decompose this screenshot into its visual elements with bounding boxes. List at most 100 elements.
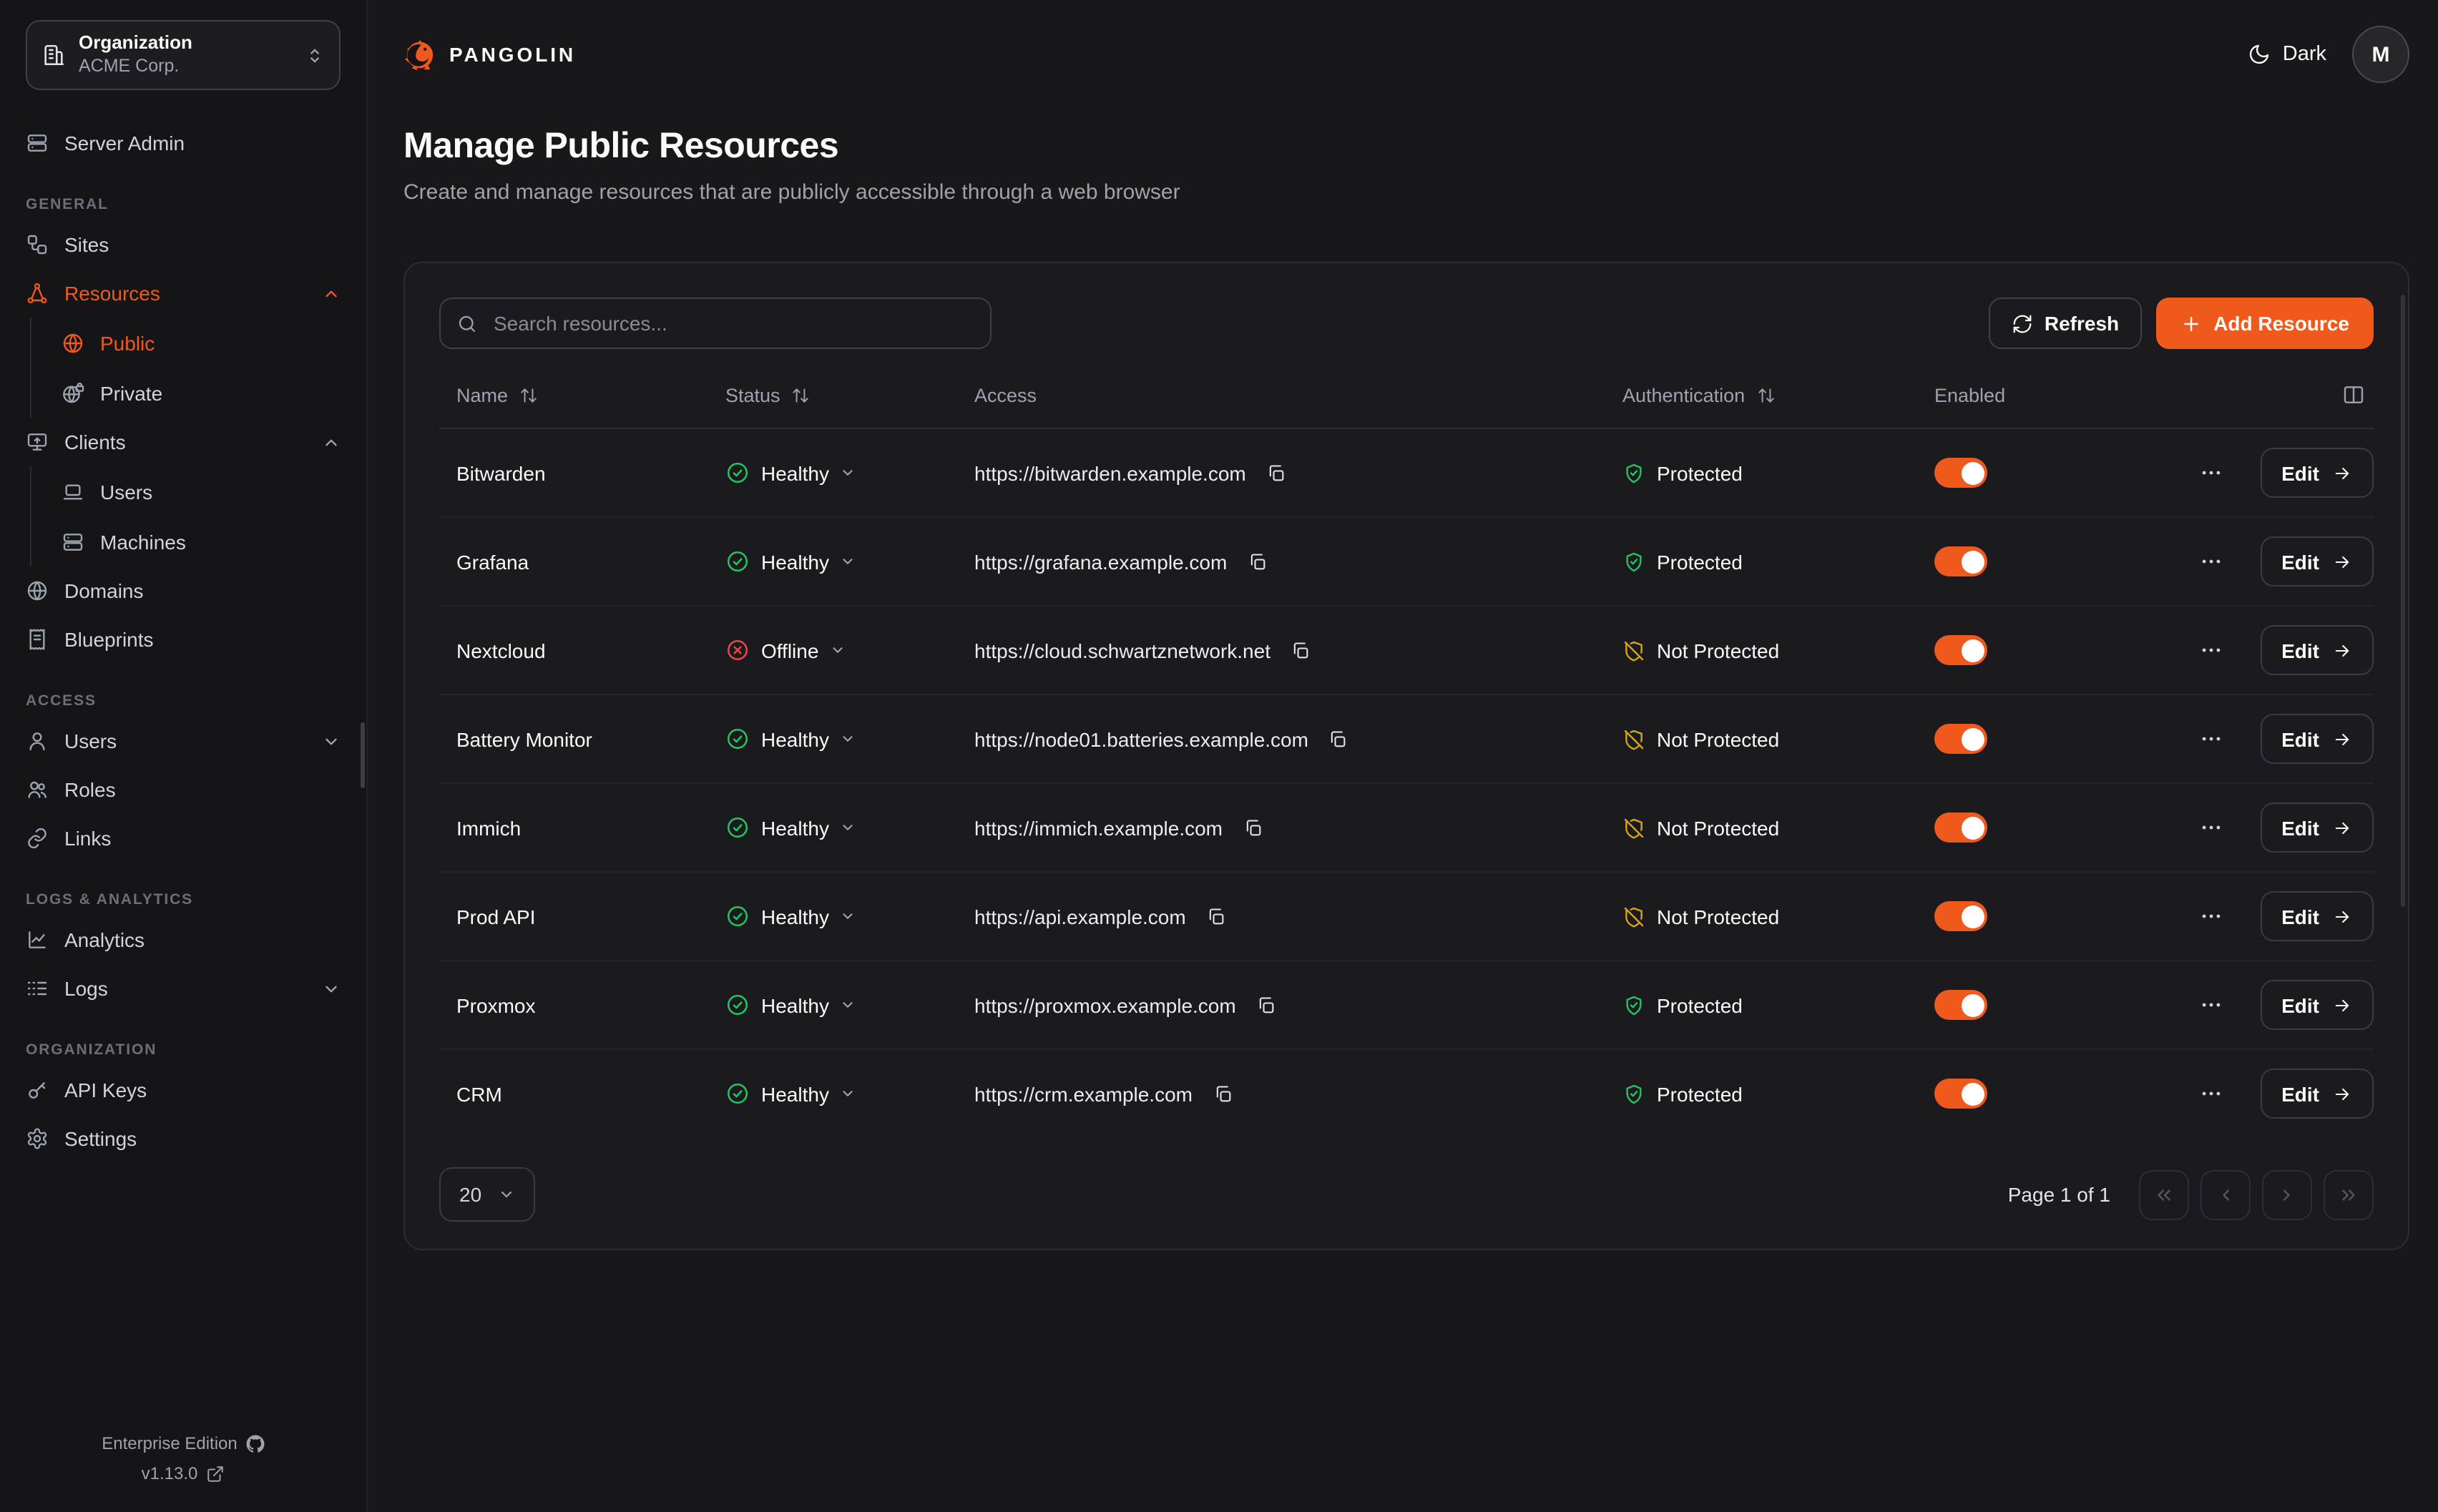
row-menu-button[interactable] <box>2193 1076 2228 1111</box>
status-label: Offline <box>761 639 819 662</box>
external-link-icon[interactable] <box>206 1464 225 1483</box>
add-resource-button[interactable]: Add Resource <box>2156 298 2374 349</box>
sidebar-item-label: Domains <box>64 579 144 602</box>
sidebar-item-client-users[interactable]: Users <box>62 466 341 516</box>
page-size-select[interactable]: 20 <box>439 1167 535 1222</box>
sidebar-scrollbar[interactable] <box>361 722 365 788</box>
edit-button[interactable]: Edit <box>2260 625 2374 675</box>
row-menu-button[interactable] <box>2193 544 2228 579</box>
auth-label: Not Protected <box>1657 905 1780 928</box>
column-header-enabled: Enabled <box>1934 383 2374 406</box>
copy-url-button[interactable] <box>1253 992 1279 1018</box>
edit-button[interactable]: Edit <box>2260 714 2374 764</box>
edit-label: Edit <box>2281 639 2319 662</box>
copy-url-button[interactable] <box>1240 815 1265 840</box>
status-cell[interactable]: Healthy <box>725 904 974 928</box>
sidebar-item-roles[interactable]: Roles <box>26 765 341 814</box>
sidebar-item-api-keys[interactable]: API Keys <box>26 1066 341 1114</box>
status-label: Healthy <box>761 905 829 928</box>
row-menu-button[interactable] <box>2193 721 2228 757</box>
chevron-up-icon <box>322 433 341 451</box>
copy-url-button[interactable] <box>1203 903 1229 929</box>
copy-url-button[interactable] <box>1288 637 1313 663</box>
refresh-button[interactable]: Refresh <box>1988 298 2143 349</box>
column-header-authentication[interactable]: Authentication <box>1622 384 1934 406</box>
edit-button[interactable]: Edit <box>2260 980 2374 1030</box>
edit-label: Edit <box>2281 905 2319 928</box>
sort-icon <box>792 386 811 404</box>
status-label: Healthy <box>761 727 829 750</box>
row-menu-button[interactable] <box>2193 898 2228 934</box>
access-cell: https://crm.example.com <box>974 1081 1622 1106</box>
column-header-status[interactable]: Status <box>725 384 974 406</box>
auth-label: Not Protected <box>1657 816 1780 839</box>
edit-button[interactable]: Edit <box>2260 891 2374 941</box>
status-cell[interactable]: Healthy <box>725 1081 974 1106</box>
copy-url-button[interactable] <box>1210 1081 1235 1106</box>
row-menu-button[interactable] <box>2193 987 2228 1023</box>
resource-name: Grafana <box>456 550 529 573</box>
sidebar-item-logs[interactable]: Logs <box>26 964 341 1013</box>
column-header-name[interactable]: Name <box>439 384 725 406</box>
github-icon[interactable] <box>246 1434 265 1453</box>
sidebar-item-public[interactable]: Public <box>62 318 341 368</box>
copy-url-button[interactable] <box>1263 460 1289 486</box>
edit-button[interactable]: Edit <box>2260 448 2374 498</box>
status-healthy-icon <box>725 815 750 840</box>
row-menu-button[interactable] <box>2193 632 2228 668</box>
status-cell[interactable]: Healthy <box>725 993 974 1017</box>
status-cell[interactable]: Healthy <box>725 727 974 751</box>
row-menu-button[interactable] <box>2193 810 2228 845</box>
card-scrollbar[interactable] <box>2401 295 2405 907</box>
search-input[interactable] <box>491 310 974 336</box>
enabled-toggle[interactable] <box>1934 990 1987 1020</box>
status-healthy-icon <box>725 904 750 928</box>
edit-button[interactable]: Edit <box>2260 1069 2374 1119</box>
sidebar-item-sites[interactable]: Sites <box>26 220 341 269</box>
sidebar-item-label: Blueprints <box>64 628 154 651</box>
brand[interactable]: PANGOLIN <box>403 38 576 71</box>
avatar[interactable]: M <box>2352 26 2409 83</box>
enabled-toggle[interactable] <box>1934 635 1987 665</box>
shield-off-icon <box>1622 639 1645 662</box>
row-controls: Edit <box>1934 980 2374 1030</box>
arrow-right-icon <box>2332 1084 2352 1104</box>
enabled-toggle[interactable] <box>1934 901 1987 931</box>
sidebar-item-analytics[interactable]: Analytics <box>26 915 341 964</box>
workflow-icon <box>26 233 49 256</box>
first-page-button[interactable] <box>2139 1169 2189 1219</box>
sidebar-item-clients[interactable]: Clients <box>26 418 341 466</box>
copy-url-button[interactable] <box>1244 549 1270 574</box>
edit-button[interactable]: Edit <box>2260 802 2374 853</box>
sidebar-item-blueprints[interactable]: Blueprints <box>26 615 341 664</box>
auth-label: Protected <box>1657 461 1743 484</box>
next-page-button[interactable] <box>2262 1169 2312 1219</box>
enabled-toggle[interactable] <box>1934 546 1987 576</box>
enabled-toggle[interactable] <box>1934 813 1987 843</box>
org-switcher[interactable]: Organization ACME Corp. <box>26 20 341 90</box>
row-menu-button[interactable] <box>2193 455 2228 491</box>
enabled-toggle[interactable] <box>1934 1079 1987 1109</box>
theme-toggle[interactable]: Dark <box>2248 43 2326 66</box>
last-page-button[interactable] <box>2324 1169 2374 1219</box>
sidebar-item-resources[interactable]: Resources <box>26 269 341 318</box>
sidebar-item-machines[interactable]: Machines <box>62 516 341 566</box>
column-visibility-button[interactable] <box>2342 383 2365 406</box>
sidebar-item-private[interactable]: Private <box>62 368 341 418</box>
sidebar-item-domains[interactable]: Domains <box>26 566 341 615</box>
copy-url-button[interactable] <box>1326 726 1351 752</box>
sidebar-item-settings[interactable]: Settings <box>26 1114 341 1163</box>
sidebar-item-users[interactable]: Users <box>26 717 341 765</box>
status-cell[interactable]: Healthy <box>725 815 974 840</box>
prev-page-button[interactable] <box>2200 1169 2251 1219</box>
enabled-toggle[interactable] <box>1934 724 1987 754</box>
sidebar-item-links[interactable]: Links <box>26 814 341 863</box>
status-cell[interactable]: Offline <box>725 638 974 662</box>
edit-button[interactable]: Edit <box>2260 536 2374 586</box>
sidebar-item-server-admin[interactable]: Server Admin <box>26 119 341 167</box>
status-cell[interactable]: Healthy <box>725 549 974 574</box>
access-cell: https://proxmox.example.com <box>974 992 1622 1018</box>
sidebar-item-label: Sites <box>64 233 109 256</box>
status-cell[interactable]: Healthy <box>725 461 974 485</box>
enabled-toggle[interactable] <box>1934 458 1987 488</box>
